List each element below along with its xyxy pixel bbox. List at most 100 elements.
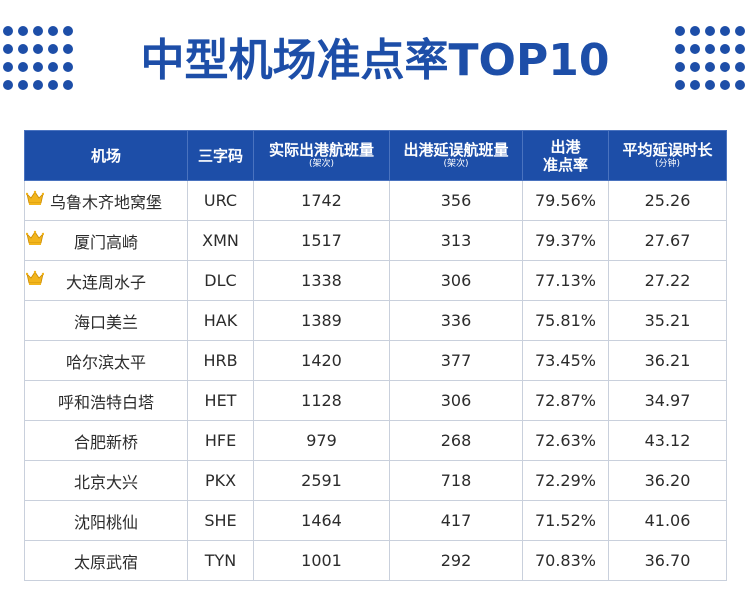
- airport-value: 合肥新桥: [73, 432, 138, 452]
- header-flights-unit: (架次): [308, 159, 335, 169]
- ontime-value: 71.52%: [534, 511, 596, 530]
- code-value: URC: [203, 191, 238, 210]
- airport-value: 海口美兰: [73, 312, 138, 332]
- delay-time-value: 27.67: [644, 231, 691, 250]
- dot: [18, 44, 28, 54]
- ontime-value: 79.37%: [534, 231, 596, 250]
- dot: [18, 26, 28, 36]
- dot: [3, 26, 13, 36]
- delay-time-value: 41.06: [644, 511, 691, 530]
- flights-value: 2591: [301, 471, 342, 490]
- header-flights-label: 实际出港航班量: [268, 141, 374, 159]
- dot: [48, 80, 58, 90]
- dot: [18, 62, 28, 72]
- dot: [720, 26, 730, 36]
- header-code: 三字码: [187, 130, 254, 181]
- ontime-value: 73.45%: [534, 351, 596, 370]
- cell-delayed: 306: [389, 380, 523, 421]
- ontime-value: 75.81%: [534, 311, 596, 330]
- delay-time-value: 27.22: [644, 271, 691, 290]
- delayed-value: 306: [440, 271, 472, 290]
- dot: [3, 44, 13, 54]
- code-value: TYN: [204, 551, 237, 570]
- dot: [33, 62, 43, 72]
- cell-airport: 呼和浩特白塔: [24, 380, 188, 421]
- cell-code: TYN: [187, 540, 254, 581]
- delay-time-value: 36.20: [644, 471, 691, 490]
- delay-time-value: 25.26: [644, 191, 691, 210]
- table-row: 厦门高崎 XMN 1517 313 79.37% 27.67: [24, 220, 727, 261]
- decorative-dots-left: [3, 26, 73, 90]
- table-row: 北京大兴 PKX 2591 718 72.29% 36.20: [24, 460, 727, 501]
- dot: [48, 62, 58, 72]
- cell-airport: 北京大兴: [24, 460, 188, 501]
- flights-value: 1517: [301, 231, 342, 250]
- cell-delayed: 313: [389, 220, 523, 261]
- cell-delay-time: 27.67: [608, 220, 727, 261]
- table-row: 大连周水子 DLC 1338 306 77.13% 27.22: [24, 260, 727, 301]
- code-value: HAK: [203, 311, 238, 330]
- cell-airport: 太原武宿: [24, 540, 188, 581]
- cell-delayed: 417: [389, 500, 523, 541]
- delayed-value: 292: [440, 551, 472, 570]
- cell-flights: 1420: [253, 340, 390, 381]
- delay-time-value: 43.12: [644, 431, 691, 450]
- dot: [690, 44, 700, 54]
- cell-flights: 1517: [253, 220, 390, 261]
- header-delay-time: 平均延误时长 (分钟): [608, 130, 727, 181]
- cell-delayed: 306: [389, 260, 523, 301]
- ontime-value: 72.63%: [534, 431, 596, 450]
- cell-delay-time: 43.12: [608, 420, 727, 461]
- delay-time-value: 35.21: [644, 311, 691, 330]
- cell-delayed: 292: [389, 540, 523, 581]
- page-title: 中型机场准点率TOP10: [140, 35, 610, 86]
- dot: [735, 44, 745, 54]
- cell-airport: 合肥新桥: [24, 420, 188, 461]
- ranking-table: 机场 三字码 实际出港航班量 (架次) 出港延误航班量 (架次) 出港 准点率 …: [24, 130, 727, 581]
- header-ontime-line1: 出港: [550, 137, 581, 156]
- header-ontime-line2: 准点率: [542, 155, 588, 174]
- ontime-value: 72.29%: [534, 471, 596, 490]
- cell-flights: 1338: [253, 260, 390, 301]
- table-row: 太原武宿 TYN 1001 292 70.83% 36.70: [24, 540, 727, 581]
- dot: [675, 80, 685, 90]
- cell-code: HET: [187, 380, 254, 421]
- delay-time-value: 36.70: [644, 551, 691, 570]
- header-ontime: 出港 准点率: [522, 130, 609, 181]
- header-code-label: 三字码: [197, 146, 243, 165]
- header-delay-time-unit: (分钟): [654, 159, 681, 169]
- dot: [33, 80, 43, 90]
- dot: [18, 80, 28, 90]
- code-value: SHE: [204, 511, 237, 530]
- cell-code: PKX: [187, 460, 254, 501]
- cell-delay-time: 34.97: [608, 380, 727, 421]
- header-flights: 实际出港航班量 (架次): [253, 130, 390, 181]
- cell-delay-time: 36.70: [608, 540, 727, 581]
- dot: [690, 26, 700, 36]
- dot: [3, 80, 13, 90]
- cell-ontime: 79.37%: [522, 220, 609, 261]
- code-value: HRB: [203, 351, 238, 370]
- cell-code: URC: [187, 180, 254, 221]
- crown-icon: [25, 190, 45, 206]
- code-value: PKX: [204, 471, 237, 490]
- table-row: 海口美兰 HAK 1389 336 75.81% 35.21: [24, 300, 727, 341]
- cell-delay-time: 27.22: [608, 260, 727, 301]
- delayed-value: 313: [440, 231, 472, 250]
- cell-airport: 沈阳桃仙: [24, 500, 188, 541]
- cell-delayed: 356: [389, 180, 523, 221]
- cell-flights: 1742: [253, 180, 390, 221]
- dot: [63, 62, 73, 72]
- dot: [705, 62, 715, 72]
- dot: [675, 62, 685, 72]
- delay-time-value: 34.97: [644, 391, 691, 410]
- code-value: DLC: [204, 271, 237, 290]
- cell-code: HRB: [187, 340, 254, 381]
- ontime-value: 77.13%: [534, 271, 596, 290]
- dot: [705, 80, 715, 90]
- cell-ontime: 72.63%: [522, 420, 609, 461]
- cell-airport: 乌鲁木齐地窝堡: [24, 180, 188, 221]
- airport-value: 呼和浩特白塔: [57, 392, 154, 412]
- header-delayed-label: 出港延误航班量: [403, 141, 509, 159]
- dot: [735, 80, 745, 90]
